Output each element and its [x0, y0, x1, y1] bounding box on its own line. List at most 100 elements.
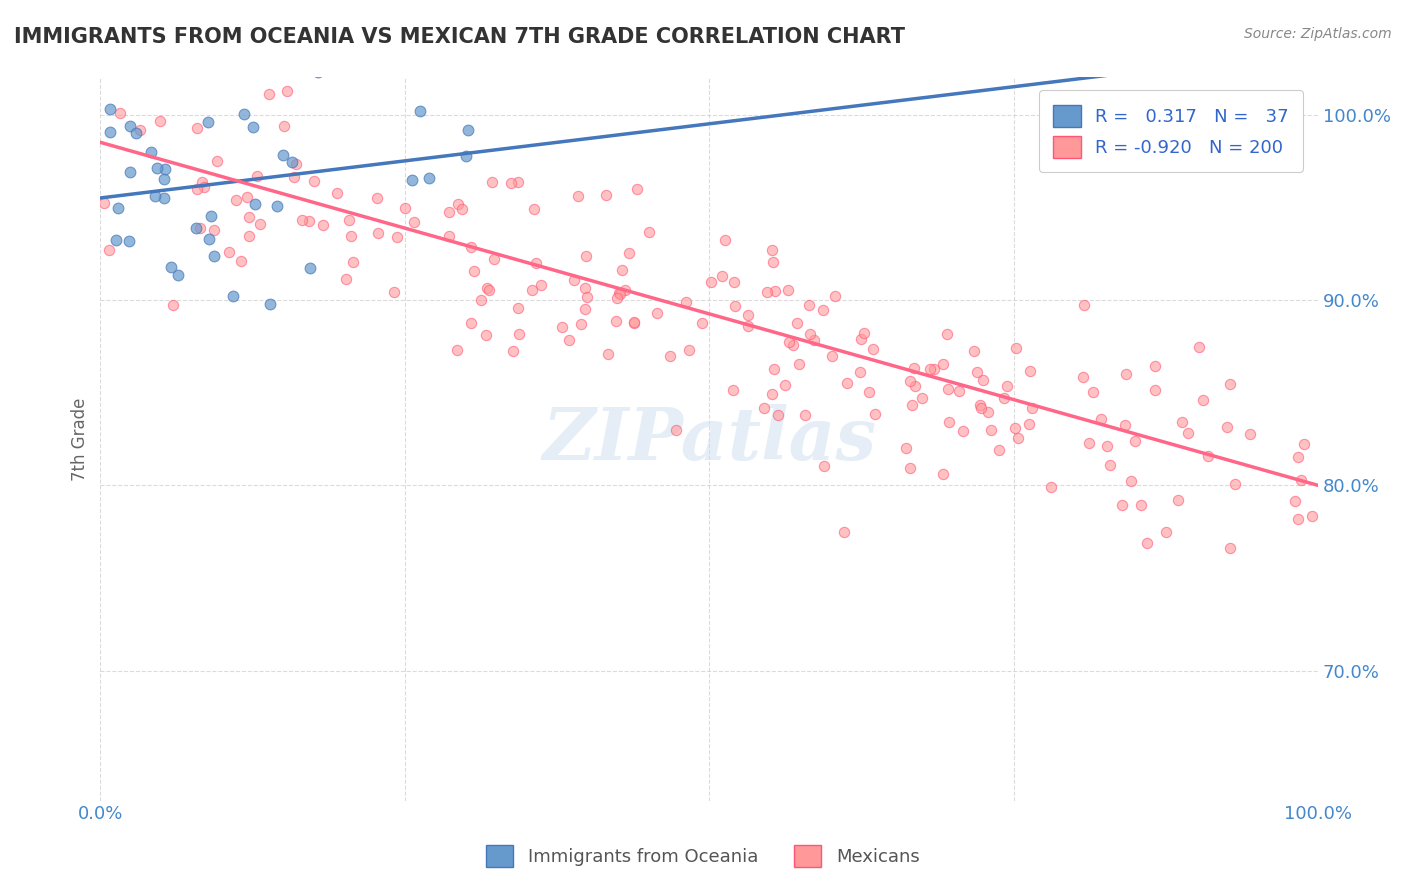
Point	[342, 255, 364, 269]
Point	[948, 384, 970, 398]
Point	[409, 104, 432, 119]
Point	[236, 190, 259, 204]
Point	[201, 52, 224, 66]
Point	[562, 273, 585, 287]
Point	[118, 234, 141, 248]
Point	[418, 170, 440, 185]
Point	[918, 362, 941, 376]
Point	[761, 243, 783, 257]
Point	[862, 342, 884, 356]
Point	[1007, 431, 1029, 445]
Point	[470, 293, 492, 308]
Point	[813, 458, 835, 473]
Point	[243, 197, 266, 211]
Point	[1216, 420, 1239, 434]
Point	[963, 343, 986, 358]
Point	[339, 212, 361, 227]
Point	[786, 316, 808, 330]
Point	[1111, 498, 1133, 512]
Point	[721, 384, 744, 398]
Point	[1090, 412, 1112, 426]
Point	[1156, 524, 1178, 539]
Point	[232, 106, 254, 120]
Point	[803, 333, 825, 347]
Point	[972, 373, 994, 387]
Point	[190, 175, 212, 189]
Point	[609, 286, 631, 301]
Point	[266, 199, 288, 213]
Point	[508, 176, 530, 190]
Point	[152, 191, 174, 205]
Point	[626, 182, 648, 196]
Point	[821, 350, 844, 364]
Point	[737, 319, 759, 334]
Point	[218, 245, 240, 260]
Point	[198, 232, 221, 246]
Point	[1114, 417, 1136, 432]
Point	[911, 391, 934, 405]
Point	[193, 180, 215, 194]
Point	[799, 327, 821, 342]
Point	[298, 214, 321, 228]
Point	[931, 357, 953, 371]
Point	[952, 424, 974, 438]
Point	[614, 284, 637, 298]
Point	[162, 298, 184, 312]
Point	[617, 245, 640, 260]
Point	[276, 84, 298, 98]
Point	[205, 154, 228, 169]
Point	[104, 233, 127, 247]
Point	[811, 303, 834, 318]
Point	[530, 278, 553, 293]
Point	[700, 275, 723, 289]
Point	[901, 398, 924, 412]
Point	[242, 120, 264, 134]
Point	[966, 365, 988, 379]
Point	[1018, 417, 1040, 431]
Point	[477, 283, 499, 297]
Point	[938, 416, 960, 430]
Point	[107, 201, 129, 215]
Point	[995, 379, 1018, 393]
Point	[139, 145, 162, 160]
Point	[1077, 435, 1099, 450]
Point	[894, 442, 917, 456]
Point	[1284, 493, 1306, 508]
Point	[457, 122, 479, 136]
Point	[574, 281, 596, 295]
Point	[1301, 509, 1323, 524]
Point	[1004, 421, 1026, 435]
Point	[302, 174, 325, 188]
Text: Source: ZipAtlas.com: Source: ZipAtlas.com	[1244, 27, 1392, 41]
Point	[752, 401, 775, 416]
Point	[499, 177, 522, 191]
Point	[610, 263, 633, 277]
Point	[1197, 450, 1219, 464]
Point	[977, 405, 1000, 419]
Text: ZIPatlas: ZIPatlas	[543, 403, 876, 475]
Point	[1289, 473, 1312, 487]
Point	[450, 202, 472, 216]
Point	[202, 223, 225, 237]
Point	[853, 326, 876, 341]
Point	[148, 113, 170, 128]
Point	[665, 423, 688, 437]
Point	[724, 299, 747, 313]
Point	[238, 229, 260, 244]
Point	[1170, 415, 1192, 429]
Point	[197, 114, 219, 128]
Point	[481, 176, 503, 190]
Point	[1121, 474, 1143, 488]
Point	[647, 306, 669, 320]
Point	[575, 249, 598, 263]
Point	[142, 52, 165, 66]
Point	[835, 376, 858, 391]
Point	[437, 229, 460, 244]
Point	[768, 408, 790, 422]
Point	[574, 302, 596, 317]
Point	[475, 281, 498, 295]
Point	[454, 149, 477, 163]
Point	[1188, 340, 1211, 354]
Point	[970, 401, 993, 416]
Point	[761, 387, 783, 401]
